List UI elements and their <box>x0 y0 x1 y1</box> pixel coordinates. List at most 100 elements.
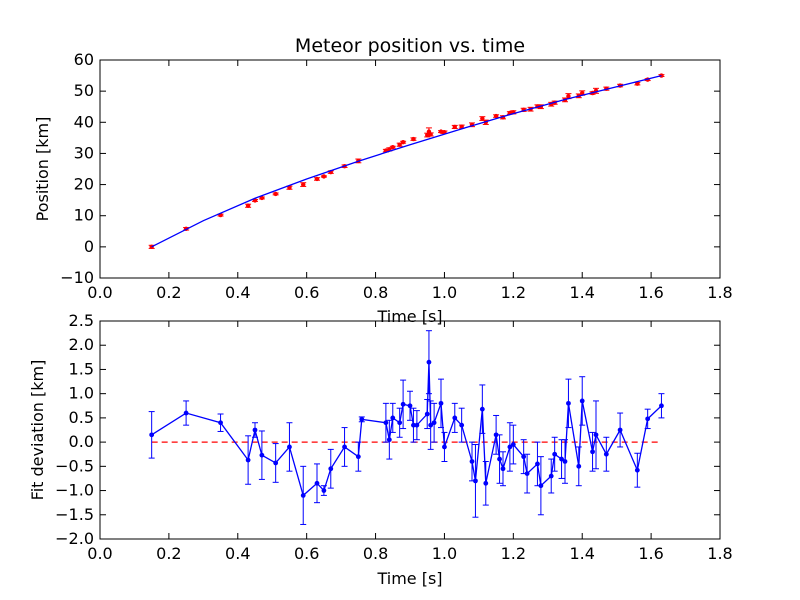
data-point <box>218 420 223 426</box>
data-point <box>473 478 478 484</box>
data-point <box>300 493 306 498</box>
data-point <box>552 451 558 457</box>
data-point <box>500 466 506 472</box>
data-point <box>469 459 475 464</box>
position-y-tick-label: 0 <box>84 237 94 256</box>
deviation-y-tick-label: 0.0 <box>69 432 94 451</box>
position-x-axis: 0.0 0.2 0.4 0.6 0.8 1.0 1.2 1.4 1.6 1.8 <box>87 60 733 302</box>
data-point <box>390 415 396 421</box>
deviation-y-tick-label: −0.5 <box>55 456 94 475</box>
data-point <box>273 191 278 197</box>
data-point <box>566 400 571 406</box>
position-y-tick-label: 30 <box>74 143 94 162</box>
data-point <box>400 140 406 145</box>
data-point <box>438 400 444 406</box>
position-chart: Meteor position vs. time 0.0 0.2 0.4 0.6 0.8… <box>33 35 733 326</box>
deviation-y-tick-label: 1.0 <box>69 384 94 403</box>
data-point <box>431 420 437 426</box>
data-point <box>328 466 334 472</box>
data-point <box>301 182 306 187</box>
data-point <box>259 452 265 458</box>
deviation-x-tick-label: 1.6 <box>638 544 663 563</box>
data-point <box>645 416 651 422</box>
deviation-x-tick-label: 1.2 <box>501 544 526 563</box>
data-point <box>483 480 489 486</box>
position-x-tick-label: 0.2 <box>156 283 181 302</box>
deviation-x-tick-label: 1.8 <box>707 544 732 563</box>
position-axes-frame <box>99 59 721 279</box>
position-y-tick-label: 60 <box>74 50 94 69</box>
deviation-x-tick-label: 1.4 <box>569 544 594 563</box>
position-y-tick-label: 40 <box>74 112 94 131</box>
position-x-tick-label: 0.4 <box>225 283 250 302</box>
data-point <box>400 401 406 407</box>
deviation-x-tick-label: 0.2 <box>156 544 181 563</box>
position-y-tick-label: −10 <box>60 268 94 287</box>
deviation-y-tick-label: −1.0 <box>55 481 94 500</box>
data-point <box>390 145 395 150</box>
deviation-y-axis-label: Fit deviation [km] <box>28 360 47 501</box>
data-point <box>507 444 513 450</box>
data-point <box>580 90 585 96</box>
position-x-tick-label: 1.0 <box>432 283 457 302</box>
position-y-axis: −10 0 10 20 30 40 50 60 <box>60 50 720 287</box>
data-point <box>411 136 416 142</box>
data-point <box>321 174 327 179</box>
deviation-x-tick-label: 0.8 <box>363 544 388 563</box>
position-y-tick-label: 20 <box>74 175 94 194</box>
deviation-x-axis: 0.0 0.2 0.4 0.6 0.8 1.0 1.2 1.4 1.6 1.8 <box>87 321 733 563</box>
data-point <box>590 449 595 455</box>
data-point <box>535 461 540 467</box>
deviation-x-tick-label: 0.6 <box>294 544 319 563</box>
fit-curve <box>151 74 662 248</box>
data-point <box>510 442 516 447</box>
data-point <box>428 422 434 428</box>
position-x-tick-label: 0.8 <box>363 283 388 302</box>
data-point <box>635 81 640 86</box>
data-point <box>634 467 640 473</box>
data-point <box>566 93 571 99</box>
position-plot-area <box>148 73 665 250</box>
position-x-axis-label: Time [s] <box>376 307 442 326</box>
deviation-axes-frame <box>99 320 721 540</box>
position-chart-title: Meteor position vs. time <box>295 35 525 57</box>
deviation-x-axis-label: Time [s] <box>376 569 442 588</box>
data-point <box>459 422 465 428</box>
data-point <box>479 406 485 412</box>
data-point <box>149 432 155 438</box>
data-point <box>411 422 416 428</box>
data-point <box>617 427 623 433</box>
data-point <box>342 444 347 450</box>
data-point <box>414 422 420 428</box>
deviation-y-tick-label: 2.0 <box>69 335 94 354</box>
data-point <box>287 185 292 190</box>
deviation-chart: 0.0 0.2 0.4 0.6 0.8 1.0 1.2 1.4 1.6 1.8 −2.0−1.5−… <box>28 311 733 588</box>
data-point <box>259 195 265 201</box>
deviation-y-tick-label: 2.5 <box>69 311 94 330</box>
data-point <box>524 471 530 476</box>
data-point <box>559 456 564 462</box>
position-x-tick-label: 1.8 <box>707 283 732 302</box>
position-y-axis-label: Position [km] <box>33 117 52 222</box>
data-point <box>386 437 392 443</box>
data-point <box>493 432 499 438</box>
data-point <box>245 203 251 208</box>
data-point <box>183 410 189 416</box>
data-point <box>603 451 609 457</box>
data-point <box>459 124 464 129</box>
deviation-x-tick-label: 0.0 <box>87 544 112 563</box>
data-point <box>407 403 413 409</box>
data-point <box>521 454 527 460</box>
deviation-y-tick-label: 0.5 <box>69 408 94 427</box>
position-y-tick-label: 50 <box>74 81 94 100</box>
data-point <box>452 124 457 130</box>
data-point <box>579 398 585 404</box>
data-point <box>397 420 403 426</box>
deviation-y-tick-label: 1.5 <box>69 359 94 378</box>
position-x-tick-label: 0.6 <box>294 283 319 302</box>
data-point <box>497 456 502 462</box>
data-point <box>359 416 365 422</box>
position-y-tick-label: 10 <box>74 206 94 225</box>
data-point <box>593 432 599 438</box>
data-point <box>452 415 458 421</box>
